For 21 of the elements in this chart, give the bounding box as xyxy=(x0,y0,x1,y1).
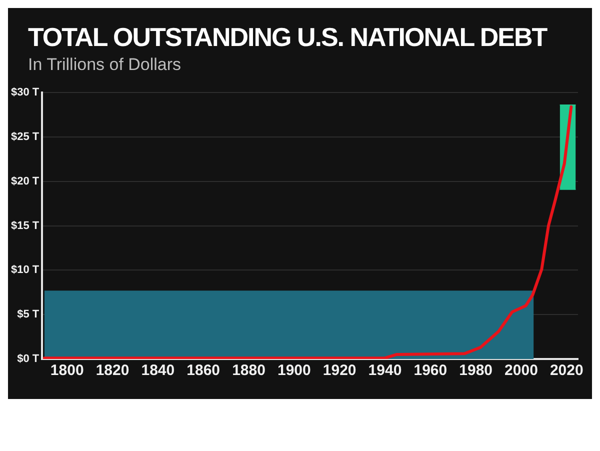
chart-title: TOTAL OUTSTANDING U.S. NATIONAL DEBT xyxy=(27,22,548,53)
x-tick-label: 1820 xyxy=(96,362,130,380)
chart-subtitle: In Trillions of Dollars xyxy=(27,55,182,75)
x-tick-label: 2020 xyxy=(550,362,584,380)
y-tick-label: $15 T xyxy=(10,220,40,232)
y-tick-label: $30 T xyxy=(10,86,40,99)
y-tick-label: $20 T xyxy=(10,175,40,188)
x-tick-label: 1920 xyxy=(322,362,356,380)
y-tick-label: $5 T xyxy=(17,308,40,321)
x-tick-label: 1840 xyxy=(141,362,175,380)
y-tick-label: $25 T xyxy=(10,131,40,144)
x-tick-label: 1980 xyxy=(459,362,493,380)
x-tick-label: 1900 xyxy=(277,362,311,380)
x-tick-label: 1880 xyxy=(232,362,266,380)
x-tick-label: 1800 xyxy=(50,362,84,380)
x-tick-label: 1940 xyxy=(368,362,402,380)
y-tick-label: $0 T xyxy=(17,353,40,366)
y-tick-label: $10 T xyxy=(10,264,40,276)
x-tick-label: 1860 xyxy=(186,362,220,380)
x-tick-label: 1960 xyxy=(414,362,448,380)
x-tick-label: 2000 xyxy=(504,362,538,380)
